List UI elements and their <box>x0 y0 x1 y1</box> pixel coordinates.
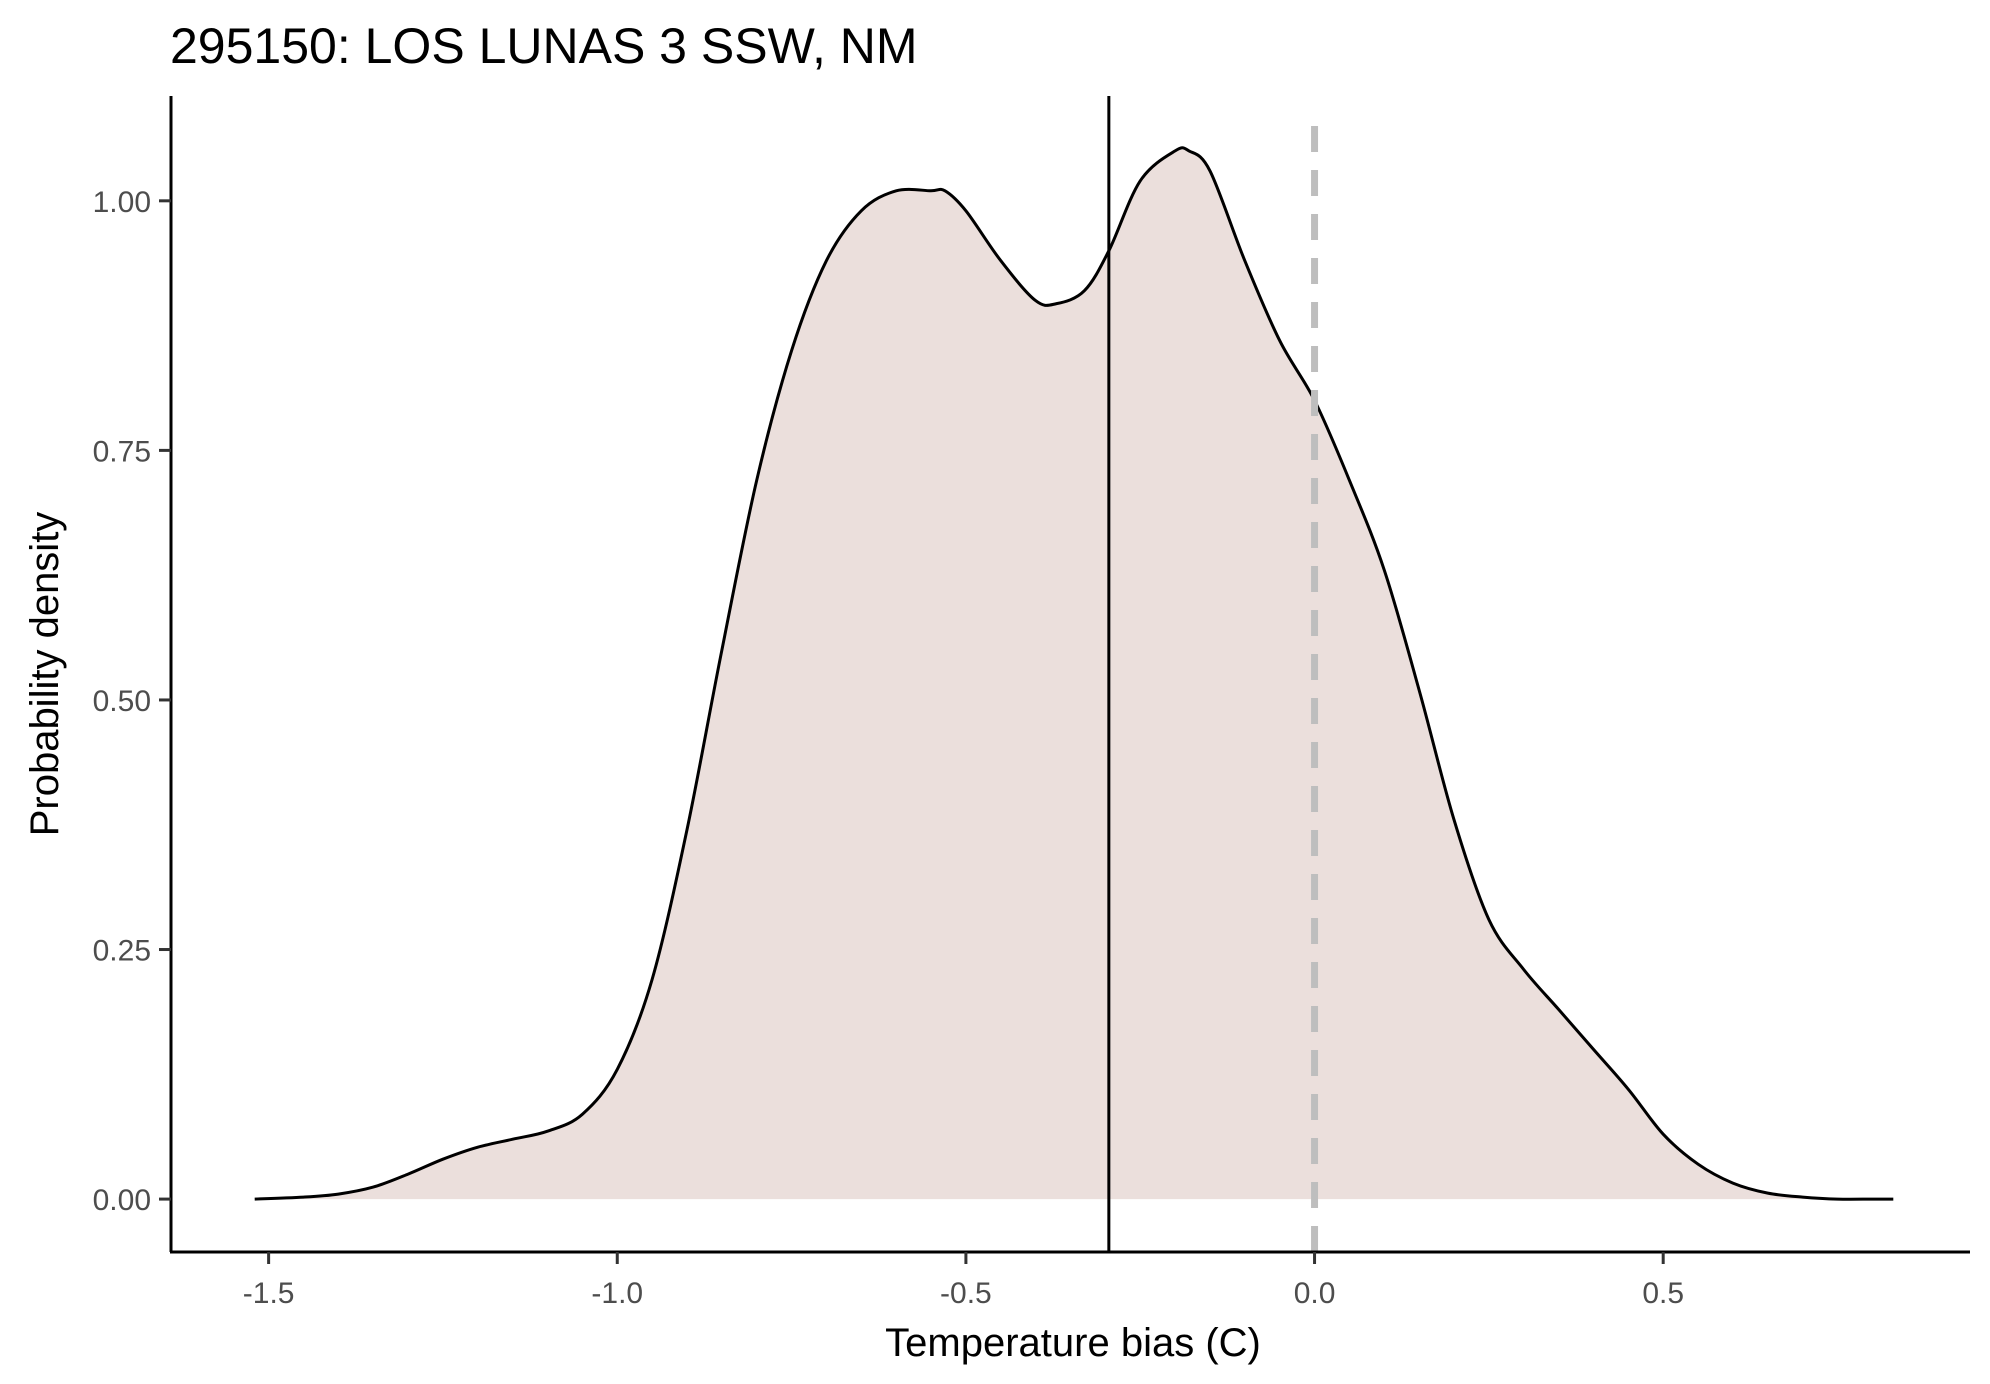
plot-area <box>254 96 1894 1252</box>
x-tick-label: 0.5 <box>1642 1277 1684 1310</box>
chart-title: 295150: LOS LUNAS 3 SSW, NM <box>170 18 918 74</box>
y-axis-label: Probability density <box>23 512 67 837</box>
x-tick-label: 0.0 <box>1294 1277 1336 1310</box>
y-tick-label: 0.25 <box>93 935 151 968</box>
x-axis-label: Temperature bias (C) <box>885 1321 1261 1365</box>
x-axis-ticks: -1.5 -1.0 -0.5 0.0 0.5 <box>243 1252 1684 1310</box>
x-tick-label: -1.5 <box>243 1277 295 1310</box>
y-tick-label: 0.00 <box>93 1184 151 1217</box>
x-tick-label: -0.5 <box>940 1277 992 1310</box>
x-tick-label: -1.0 <box>591 1277 643 1310</box>
density-area-fill <box>254 147 1894 1200</box>
y-tick-label: 0.50 <box>93 685 151 718</box>
y-axis-ticks: 0.00 0.25 0.50 0.75 1.00 <box>93 186 171 1217</box>
density-curve <box>254 146 1894 1201</box>
y-tick-label: 1.00 <box>93 186 151 219</box>
y-tick-label: 0.75 <box>93 435 151 468</box>
